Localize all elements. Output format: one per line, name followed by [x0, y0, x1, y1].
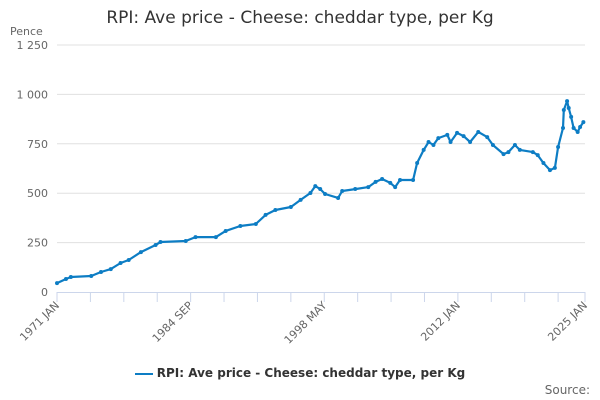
- data-point: [541, 160, 546, 165]
- x-tick-label: 2025 JAN: [545, 299, 590, 344]
- data-point: [68, 274, 73, 279]
- data-point: [366, 185, 371, 190]
- data-point: [393, 185, 398, 190]
- data-point: [138, 250, 143, 255]
- data-point: [308, 191, 313, 196]
- data-point: [353, 187, 358, 192]
- data-point: [455, 130, 460, 135]
- data-point: [552, 165, 557, 170]
- data-point: [89, 273, 94, 278]
- data-point: [398, 177, 403, 182]
- data-point: [298, 197, 303, 202]
- legend-label: RPI: Ave price - Cheese: cheddar type, p…: [156, 366, 466, 380]
- data-point: [512, 142, 517, 147]
- data-point: [431, 142, 436, 147]
- data-point: [158, 240, 163, 245]
- data-point: [223, 228, 228, 233]
- y-tick-label: 1 250: [17, 39, 49, 52]
- data-point: [388, 180, 393, 185]
- data-point: [411, 177, 416, 182]
- data-point: [340, 189, 345, 194]
- data-point: [501, 152, 506, 157]
- data-point: [313, 184, 318, 189]
- data-point: [183, 239, 188, 244]
- data-point: [581, 120, 586, 125]
- y-tick-label: 250: [27, 237, 48, 250]
- data-point: [273, 207, 278, 212]
- data-point: [445, 132, 450, 137]
- data-point: [565, 99, 570, 104]
- source-label: Source:: [544, 383, 590, 397]
- data-point: [530, 150, 535, 155]
- data-point: [318, 187, 323, 192]
- data-point: [575, 129, 580, 134]
- data-point: [485, 135, 490, 140]
- x-tick-label: 1998 MAY: [282, 299, 330, 347]
- data-point: [517, 147, 522, 152]
- data-point: [448, 140, 453, 145]
- data-point: [415, 160, 420, 165]
- data-point: [153, 242, 158, 247]
- y-axis-ticks: 0 250 500 750 1 000 1 250: [17, 39, 49, 299]
- y-tick-label: 750: [27, 138, 48, 151]
- data-point: [461, 134, 466, 139]
- data-point: [108, 267, 113, 272]
- data-point: [336, 195, 341, 200]
- data-point: [99, 270, 103, 275]
- data-point: [253, 222, 258, 227]
- y-tick-label: 0: [41, 286, 48, 299]
- data-point: [578, 125, 583, 130]
- y-tick-label: 1 000: [17, 88, 49, 101]
- data-point: [566, 106, 571, 111]
- data-point: [373, 179, 378, 184]
- data-point: [380, 176, 385, 181]
- x-axis: 1971 JAN 1984 SEP 1998 MAY 2012 JAN 2025 JAN: [17, 292, 590, 347]
- data-point: [238, 224, 243, 229]
- data-point: [506, 150, 511, 155]
- data-point: [421, 147, 426, 152]
- data-point: [323, 191, 328, 196]
- y-tick-label: 500: [27, 187, 48, 200]
- data-point: [561, 108, 566, 113]
- chart-title: RPI: Ave price - Cheese: cheddar type, p…: [106, 8, 494, 28]
- data-point: [569, 114, 574, 119]
- x-tick-label: 2012 JAN: [418, 299, 463, 344]
- data-point: [556, 144, 561, 149]
- data-point: [213, 235, 218, 240]
- y-axis-label: Pence: [10, 25, 43, 38]
- x-tick-label: 1984 SEP: [150, 299, 196, 345]
- data-point: [436, 136, 441, 141]
- data-point: [426, 140, 431, 145]
- x-tick-label: 1971 JAN: [17, 299, 62, 344]
- data-point: [490, 142, 495, 147]
- data-point: [561, 125, 565, 130]
- legend[interactable]: RPI: Ave price - Cheese: cheddar type, p…: [0, 366, 600, 380]
- data-point: [55, 281, 59, 286]
- series-path: [56, 100, 585, 285]
- series-line: [55, 99, 586, 286]
- data-point: [63, 276, 68, 281]
- gridlines: [57, 44, 585, 244]
- data-point: [468, 140, 473, 145]
- data-point: [288, 205, 293, 210]
- data-point: [118, 260, 123, 265]
- data-point: [193, 235, 198, 240]
- data-point: [476, 129, 481, 134]
- data-point: [547, 168, 552, 173]
- data-point: [126, 257, 131, 262]
- legend-swatch: [134, 372, 153, 375]
- data-point: [535, 153, 540, 158]
- data-point: [571, 125, 576, 130]
- data-point: [263, 212, 268, 217]
